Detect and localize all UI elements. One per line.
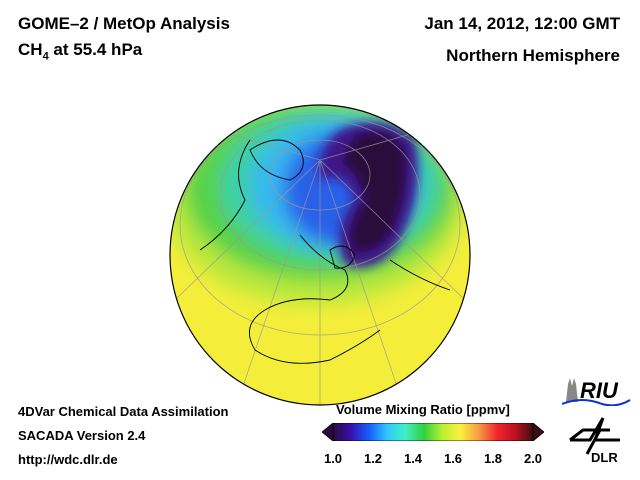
colorbar-tick-label: 1.8 bbox=[483, 451, 503, 466]
dlr-logo: DLR bbox=[565, 414, 625, 471]
pressure-level: at 55.4 hPa bbox=[48, 40, 143, 59]
region-label: Northern Hemisphere bbox=[446, 46, 620, 65]
svg-text:RIU: RIU bbox=[580, 378, 619, 403]
method-label: 4DVar Chemical Data Assimilation bbox=[18, 404, 229, 419]
version-label: SACADA Version 2.4 bbox=[18, 428, 146, 443]
colorbar bbox=[322, 423, 544, 441]
colorbar-title: Volume Mixing Ratio [ppmv] bbox=[336, 402, 510, 417]
svg-text:DLR: DLR bbox=[591, 450, 618, 465]
colorbar-gradient bbox=[332, 423, 534, 441]
colorbar-tick-label: 1.2 bbox=[363, 451, 383, 466]
colorbar-tick-label: 2.0 bbox=[523, 451, 543, 466]
colorbar-tick-label: 1.4 bbox=[403, 451, 423, 466]
colorbar-tick-label: 1.6 bbox=[443, 451, 463, 466]
species-name: CH bbox=[18, 40, 43, 59]
colorbar-max-arrow bbox=[532, 423, 544, 441]
colorbar-min-arrow bbox=[322, 423, 334, 441]
species-subscript: 4 bbox=[42, 50, 49, 63]
website-link[interactable]: http://wdc.dlr.de bbox=[18, 452, 118, 467]
analysis-date: Jan 14, 2012, 12:00 GMT bbox=[424, 14, 620, 33]
figure-title: GOME–2 / MetOp Analysis bbox=[18, 14, 230, 33]
riu-logo: RIU bbox=[561, 374, 632, 411]
species-level-label: CH4 at 55.4 hPa bbox=[18, 40, 142, 62]
colorbar-tick-label: 1.0 bbox=[323, 451, 343, 466]
